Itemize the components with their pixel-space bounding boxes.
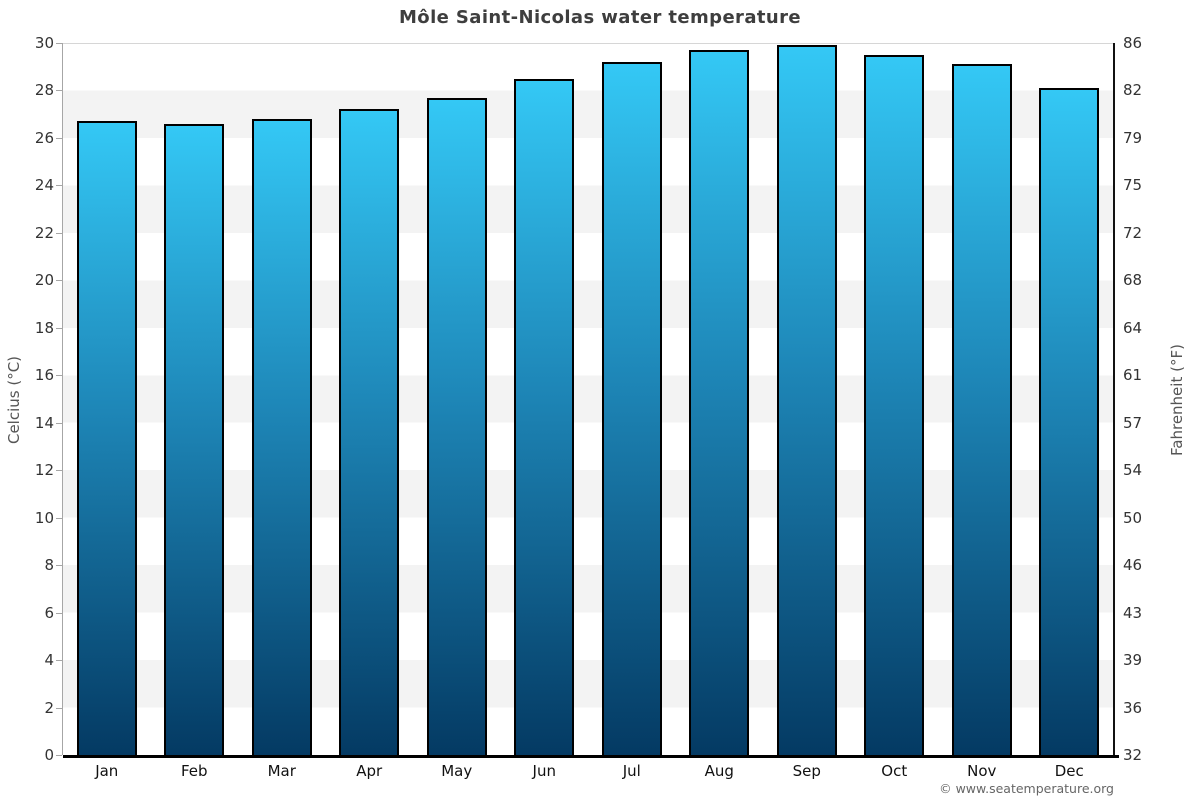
y-right-tick-label: 46 — [1123, 556, 1143, 575]
y-right-tick-label: 43 — [1123, 603, 1143, 622]
x-tick-label-oct: Oct — [881, 762, 908, 780]
y-right-tick-label: 32 — [1123, 746, 1143, 764]
plot-area — [63, 43, 1113, 755]
bar-nov[interactable] — [951, 64, 1012, 755]
y-right-tick-label: 57 — [1123, 413, 1143, 432]
y-right-tick-label: 72 — [1123, 223, 1143, 242]
y-right-tick-label: 54 — [1123, 461, 1143, 480]
y-left-tick-mark — [56, 375, 62, 376]
y-left-tick-mark — [56, 90, 62, 91]
y-right-tick-label: 68 — [1123, 271, 1143, 290]
y-left-tick-mark — [56, 660, 62, 661]
y-left-tick-label: 4 — [44, 651, 54, 670]
x-tick-label-may: May — [441, 762, 473, 780]
y-right-tick-label: 61 — [1123, 366, 1143, 385]
x-tick-label-mar: Mar — [267, 762, 296, 780]
y-left-tick-mark — [56, 233, 62, 234]
y-left-tick-label: 0 — [44, 746, 54, 764]
bar-feb[interactable] — [164, 123, 225, 755]
x-tick-label-nov: Nov — [967, 762, 997, 780]
y-right-tick-label: 86 — [1123, 34, 1143, 52]
bar-dec[interactable] — [1039, 88, 1100, 755]
y-right-tick-label: 64 — [1123, 318, 1143, 337]
right-axis-title: Fahrenheit (°F) — [1168, 344, 1186, 456]
x-tick-label-feb: Feb — [180, 762, 208, 780]
y-left-tick-label: 20 — [34, 271, 54, 290]
y-left-tick-mark — [56, 518, 62, 519]
y-left-tick-mark — [56, 470, 62, 471]
y-left-tick-mark — [56, 43, 62, 44]
chart-title: Môle Saint-Nicolas water temperature — [399, 7, 801, 28]
y-right-tick-label: 39 — [1123, 651, 1143, 670]
y-left-tick-label: 6 — [44, 603, 54, 622]
x-tick-label-jan: Jan — [95, 762, 119, 780]
y-left-tick-mark — [56, 565, 62, 566]
y-left-tick-mark — [56, 185, 62, 186]
y-left-tick-label: 2 — [44, 698, 54, 717]
x-tick-label-jul: Jul — [622, 762, 641, 780]
y-left-tick-mark — [56, 708, 62, 709]
y-left-tick-mark — [56, 423, 62, 424]
right-axis-line — [1113, 43, 1115, 756]
y-left-tick-mark — [56, 755, 62, 756]
y-left-tick-label: 26 — [34, 128, 54, 147]
y-left-tick-mark — [56, 328, 62, 329]
bar-aug[interactable] — [689, 50, 750, 755]
y-right-tick-label: 36 — [1123, 698, 1143, 717]
bar-jan[interactable] — [76, 121, 137, 755]
y-right-tick-label: 79 — [1123, 128, 1143, 147]
y-left-tick-label: 16 — [34, 366, 54, 385]
bar-oct[interactable] — [864, 54, 925, 755]
y-left-tick-label: 22 — [34, 223, 54, 242]
bottom-axis-line — [63, 755, 1119, 758]
y-left-tick-mark — [56, 613, 62, 614]
y-left-tick-label: 12 — [34, 461, 54, 480]
watermark-link[interactable]: © www.seatemperature.org — [939, 781, 1114, 796]
x-tick-label-sep: Sep — [792, 762, 821, 780]
y-left-tick-mark — [56, 138, 62, 139]
y-left-tick-label: 30 — [34, 34, 54, 52]
bar-mar[interactable] — [251, 118, 312, 755]
y-left-tick-label: 8 — [44, 556, 54, 575]
x-tick-label-aug: Aug — [704, 762, 734, 780]
left-axis-line — [62, 43, 63, 755]
y-left-tick-label: 18 — [34, 318, 54, 337]
y-left-tick-label: 10 — [34, 508, 54, 527]
bar-sep[interactable] — [776, 45, 837, 755]
y-left-tick-label: 28 — [34, 81, 54, 100]
top-gridline — [63, 43, 1113, 44]
bar-jul[interactable] — [601, 61, 662, 755]
y-right-tick-label: 50 — [1123, 508, 1143, 527]
y-left-tick-label: 14 — [34, 413, 54, 432]
y-right-tick-label: 82 — [1123, 81, 1143, 100]
bar-may[interactable] — [426, 97, 487, 755]
bar-jun[interactable] — [514, 78, 575, 755]
bar-apr[interactable] — [339, 109, 400, 755]
x-tick-label-apr: Apr — [356, 762, 383, 780]
x-tick-label-jun: Jun — [532, 762, 556, 780]
y-left-tick-mark — [56, 280, 62, 281]
y-right-tick-label: 75 — [1123, 176, 1143, 195]
x-tick-label-dec: Dec — [1054, 762, 1084, 780]
y-left-tick-label: 24 — [34, 176, 54, 195]
